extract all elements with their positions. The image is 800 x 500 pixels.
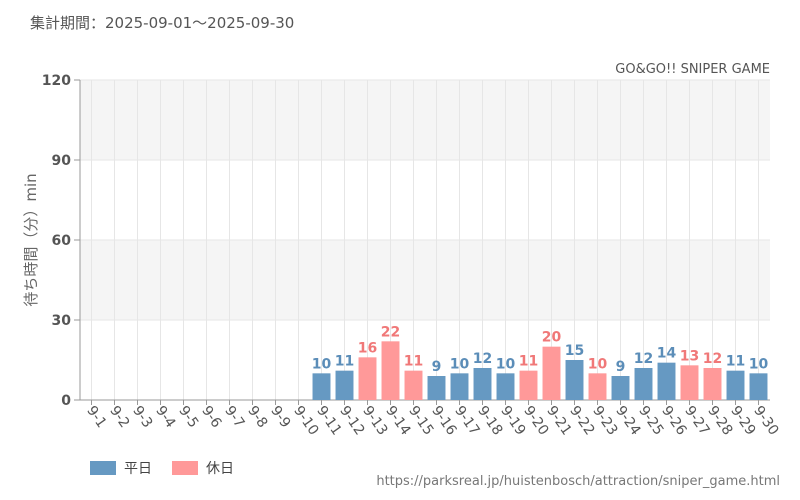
bar-value-label: 22 bbox=[381, 324, 400, 340]
bar-value-label: 10 bbox=[588, 356, 608, 372]
legend-weekday: 平日 bbox=[90, 458, 152, 478]
x-tick-label: 9-11 bbox=[313, 403, 344, 438]
bar-value-label: 10 bbox=[749, 356, 769, 372]
bar-value-label: 14 bbox=[657, 346, 677, 362]
x-tick-label: 9-5 bbox=[175, 403, 201, 431]
y-tick-label: 90 bbox=[52, 153, 72, 169]
bar bbox=[427, 376, 446, 400]
x-tick-label: 9-29 bbox=[727, 403, 758, 438]
bar bbox=[335, 370, 354, 400]
x-tick-label: 9-19 bbox=[497, 403, 528, 438]
x-tick-label: 9-18 bbox=[474, 403, 505, 438]
bar-value-label: 15 bbox=[565, 343, 584, 359]
bar bbox=[519, 370, 538, 400]
x-tick-label: 9-14 bbox=[382, 403, 413, 438]
x-tick-label: 9-28 bbox=[704, 403, 735, 438]
y-axis-label: 待ち時間（分）min bbox=[22, 173, 40, 306]
bar bbox=[657, 362, 676, 400]
x-tick-label: 9-26 bbox=[658, 403, 689, 438]
bar-value-label: 10 bbox=[450, 356, 470, 372]
bar bbox=[312, 373, 331, 400]
legend-weekday-label: 平日 bbox=[124, 461, 152, 477]
x-tick-label: 9-3 bbox=[129, 403, 155, 431]
x-tick-label: 9-21 bbox=[543, 403, 574, 438]
bar bbox=[680, 365, 699, 400]
bar bbox=[358, 357, 377, 400]
legend-weekday-swatch bbox=[90, 461, 116, 475]
legend-holiday-swatch bbox=[172, 461, 198, 475]
bar-value-label: 13 bbox=[680, 348, 699, 364]
x-tick-label: 9-8 bbox=[244, 403, 270, 431]
x-tick-label: 9-16 bbox=[428, 403, 459, 438]
bar-value-label: 11 bbox=[404, 354, 423, 370]
bar bbox=[611, 376, 630, 400]
grid-band bbox=[80, 240, 770, 320]
x-tick-label: 9-27 bbox=[681, 403, 712, 438]
x-tick-label: 9-23 bbox=[589, 403, 620, 438]
x-tick-label: 9-12 bbox=[336, 403, 367, 438]
bar-value-label: 12 bbox=[703, 351, 722, 367]
y-tick-label: 0 bbox=[61, 393, 71, 409]
chart-title: GO&GO!! SNIPER GAME bbox=[615, 62, 770, 77]
source-url[interactable]: https://parksreal.jp/huistenbosch/attrac… bbox=[376, 474, 780, 489]
x-tick-label: 9-20 bbox=[520, 403, 551, 438]
bar-value-label: 10 bbox=[312, 356, 332, 372]
bar bbox=[381, 341, 400, 400]
x-tick-label: 9-30 bbox=[750, 403, 781, 438]
bar bbox=[542, 346, 561, 400]
bar bbox=[588, 373, 607, 400]
legend-holiday: 休日 bbox=[172, 458, 234, 478]
bar-value-label: 9 bbox=[432, 359, 442, 375]
x-tick-label: 9-7 bbox=[221, 403, 247, 431]
bar bbox=[749, 373, 768, 400]
bar-value-label: 11 bbox=[519, 354, 538, 370]
x-tick-label: 9-4 bbox=[152, 403, 178, 431]
bar bbox=[703, 368, 722, 400]
x-tick-label: 9-17 bbox=[451, 403, 482, 438]
bar-value-label: 11 bbox=[726, 354, 745, 370]
x-tick-label: 9-1 bbox=[83, 403, 109, 431]
x-tick-label: 9-25 bbox=[635, 403, 666, 438]
y-tick-label: 120 bbox=[42, 73, 71, 89]
bar bbox=[496, 373, 515, 400]
grid-band bbox=[80, 80, 770, 160]
bar bbox=[565, 360, 584, 400]
collection-period: 集計期間：2025-09-01～2025-09-30 bbox=[30, 14, 295, 32]
bar bbox=[726, 370, 745, 400]
bar bbox=[634, 368, 653, 400]
bar-value-label: 12 bbox=[473, 351, 492, 367]
bar bbox=[404, 370, 423, 400]
y-tick-label: 30 bbox=[52, 313, 72, 329]
y-tick-label: 60 bbox=[52, 233, 72, 249]
x-tick-label: 9-22 bbox=[566, 403, 597, 438]
bar-value-label: 11 bbox=[335, 354, 354, 370]
x-tick-label: 9-24 bbox=[612, 403, 643, 438]
x-tick-label: 9-6 bbox=[198, 403, 224, 431]
legend-holiday-label: 休日 bbox=[206, 461, 234, 477]
bar-value-label: 12 bbox=[634, 351, 653, 367]
bar bbox=[473, 368, 492, 400]
bar-value-label: 20 bbox=[542, 330, 562, 346]
x-tick-label: 9-15 bbox=[405, 403, 436, 438]
chart-legend: 平日 休日 bbox=[90, 458, 234, 478]
x-tick-label: 9-9 bbox=[267, 403, 293, 431]
x-tick-label: 9-13 bbox=[359, 403, 390, 438]
bar-value-label: 9 bbox=[616, 359, 626, 375]
x-tick-label: 9-2 bbox=[106, 403, 132, 431]
bar-value-label: 10 bbox=[496, 356, 516, 372]
bar-value-label: 16 bbox=[358, 340, 377, 356]
bar bbox=[450, 373, 469, 400]
x-tick-label: 9-10 bbox=[290, 403, 321, 438]
